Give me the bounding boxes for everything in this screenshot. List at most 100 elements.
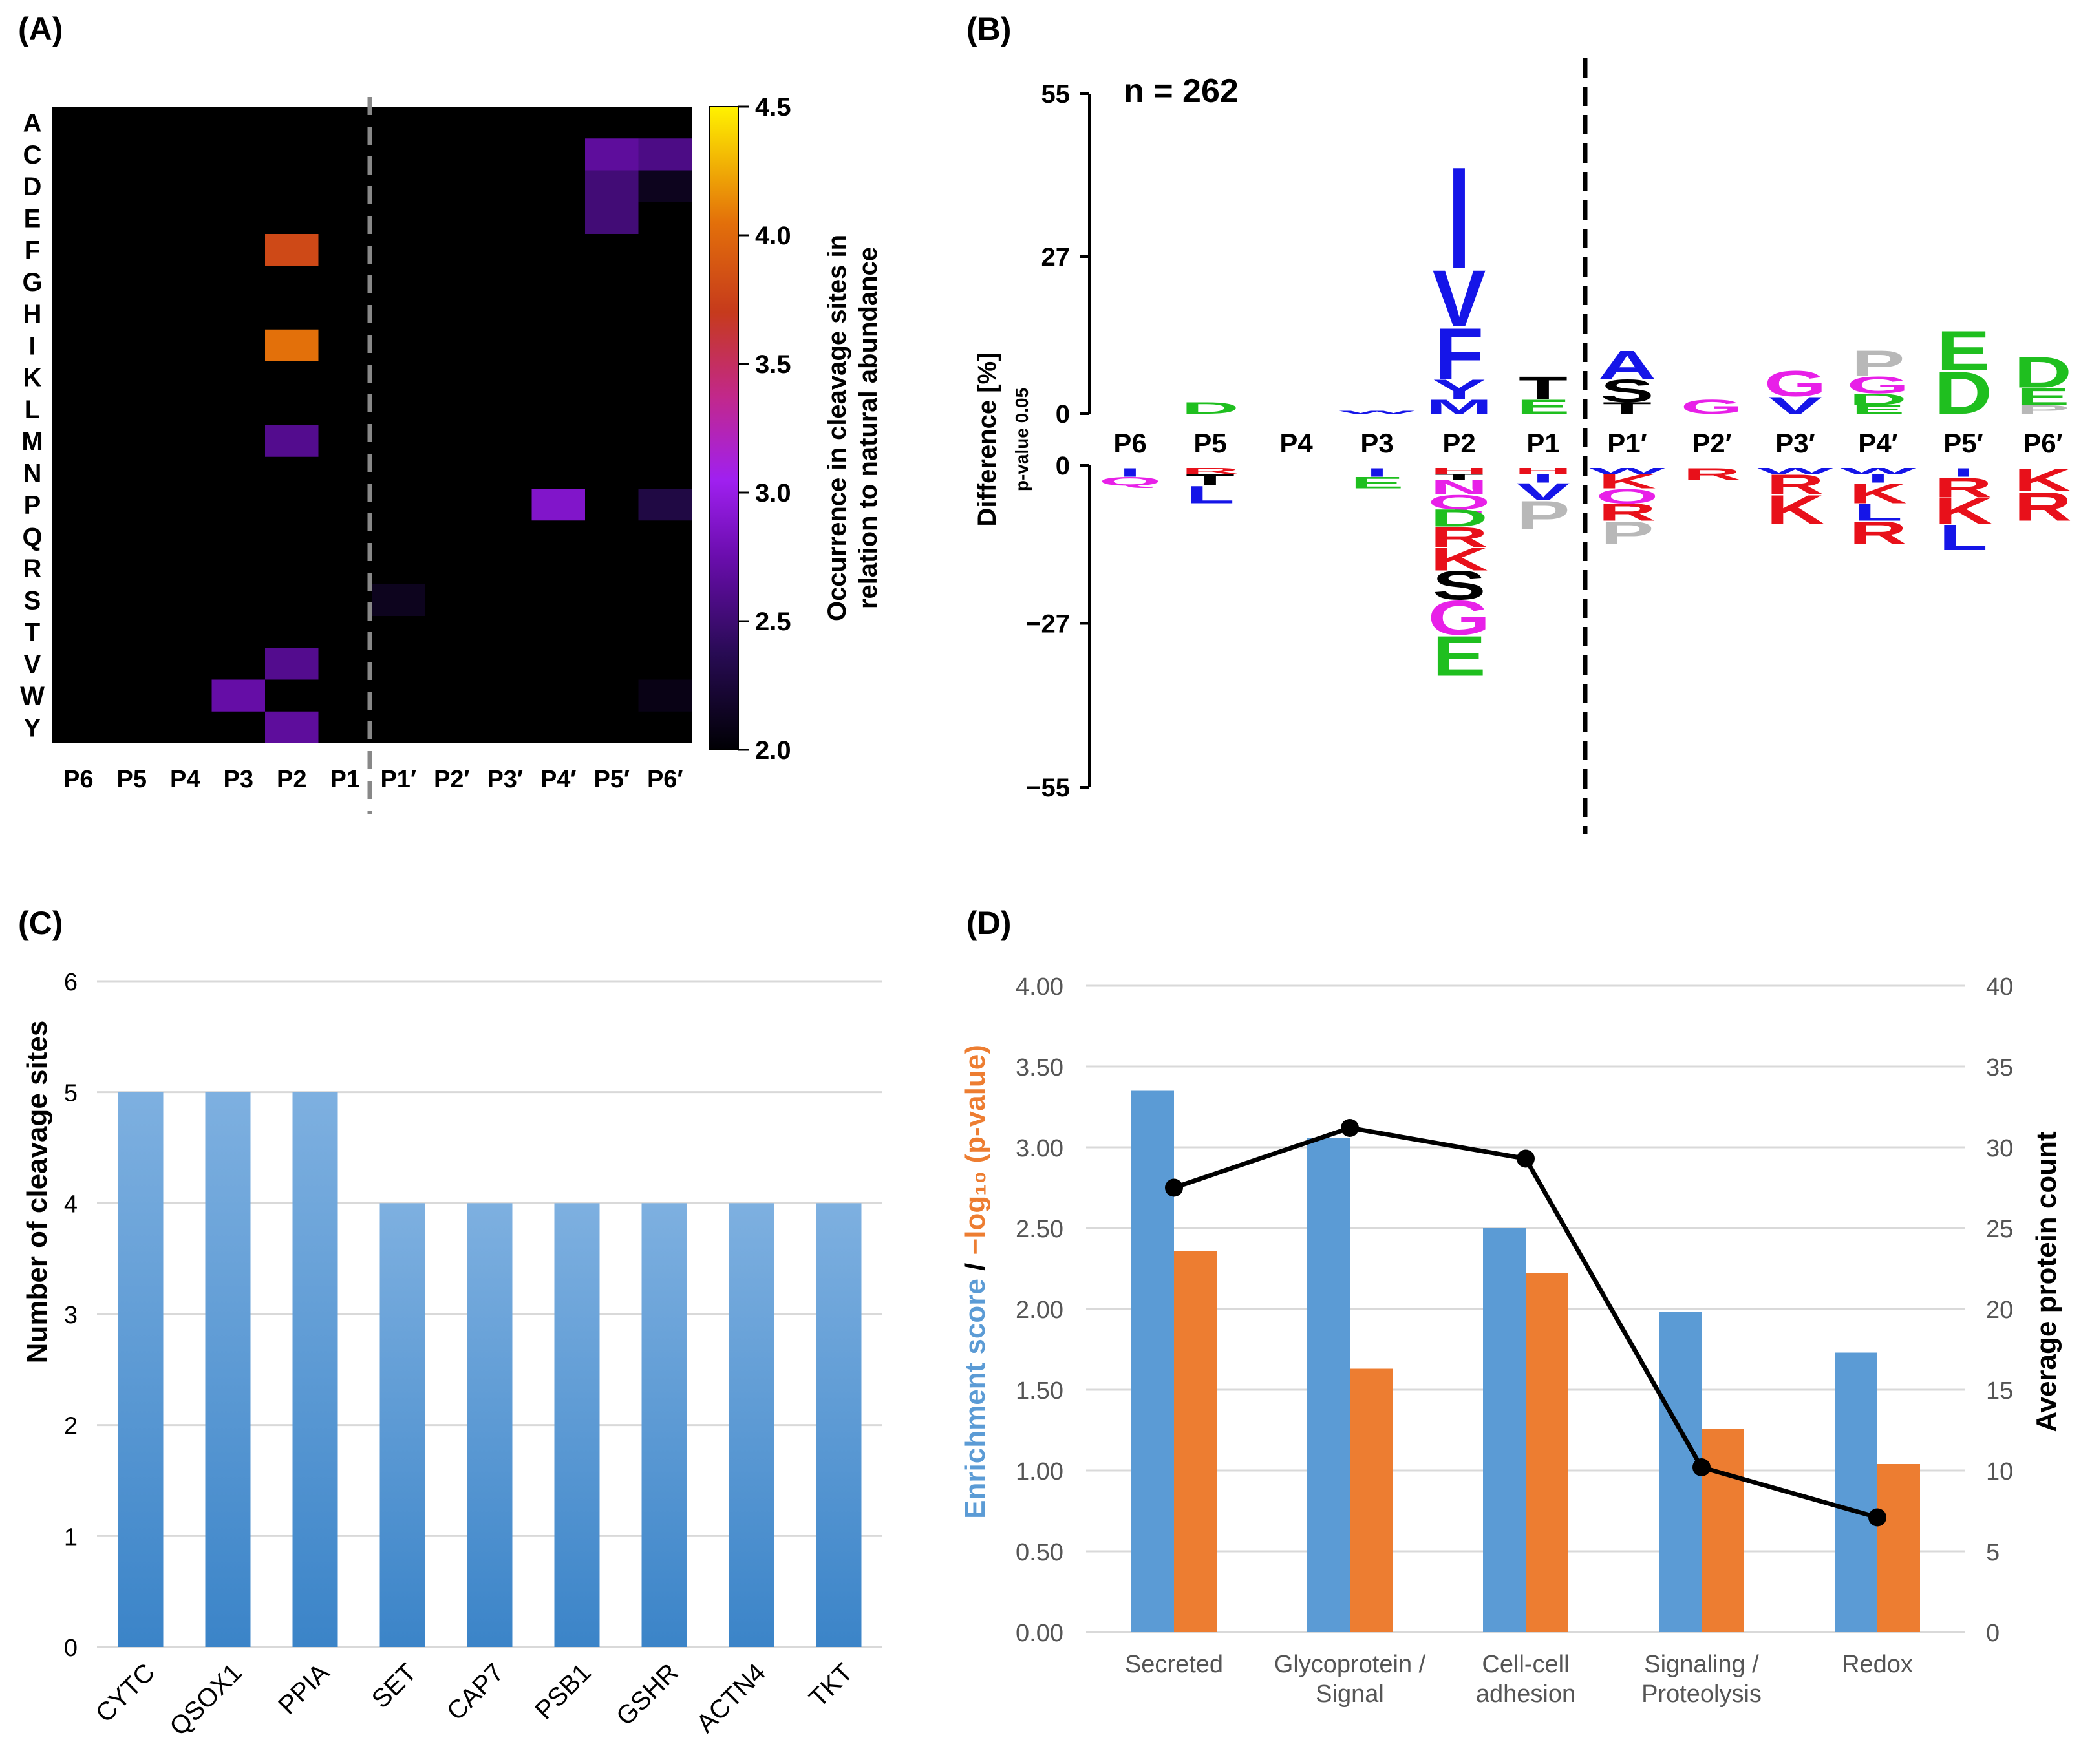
d-ytick-right-label: 5 — [1986, 1539, 2000, 1566]
heatmap-row-label: G — [22, 268, 42, 297]
logo-letter: L — [1939, 517, 1988, 558]
heatmap-row-label: N — [23, 459, 42, 487]
logo-position-label: P3′ — [1775, 428, 1815, 458]
d-ytick-right-label: 20 — [1986, 1297, 2013, 1324]
d-ytick-left-label: 3.00 — [1016, 1135, 1063, 1162]
c-x-label: PSB1 — [529, 1658, 596, 1725]
d-x-label: Signal — [1316, 1681, 1384, 1708]
heatmap-cell — [211, 679, 265, 712]
heatmap-row-label: D — [23, 173, 42, 201]
logo-letter: Y — [1433, 374, 1486, 405]
logo-letter: M — [1425, 396, 1492, 418]
c-ytick-label: 5 — [64, 1080, 78, 1107]
colorbar-label-line1: Occurrence in cleavage sites in — [823, 235, 851, 621]
logo-position-label: P3 — [1360, 428, 1393, 458]
logo-letter: E — [1433, 624, 1486, 688]
heatmap-column-label: P4 — [170, 766, 200, 793]
logo-letter: E — [1852, 403, 1905, 416]
heatmap-row-label: I — [28, 332, 36, 360]
c-bar — [816, 1203, 862, 1647]
c-x-label: GSHR — [611, 1658, 684, 1731]
logo-letter: K — [1766, 487, 1824, 532]
d-ytick-left-label: 4.00 — [1016, 973, 1063, 1001]
logo-letter: E — [1937, 319, 1990, 383]
c-bar — [118, 1092, 164, 1647]
logo-letter: D — [1849, 390, 1907, 409]
d-x-labels: Secreted Glycoprotein / Signal Cell-cell adh… — [1125, 1651, 1913, 1708]
logo-n-annotation: n = 262 — [1124, 72, 1239, 110]
logo-letter: D — [1934, 359, 1992, 427]
d-bar-pvalue — [1350, 1368, 1393, 1632]
c-ytick-label: 4 — [64, 1191, 78, 1218]
d-ytick-right-label: 40 — [1986, 973, 2013, 1001]
logo-letter: G — [1428, 591, 1491, 645]
logo-letter: I — [1867, 472, 1890, 485]
logo-ytick-label: −27 — [1026, 610, 1070, 638]
logo-letter: P — [2016, 403, 2070, 416]
logo-ylabel: Difference [%] — [973, 353, 1001, 527]
logo-letter: I — [1448, 136, 1471, 300]
heatmap-row-label: M — [21, 427, 43, 456]
logo-letter: P — [1852, 343, 1905, 383]
heatmap-cell — [265, 648, 319, 680]
logo-letter: E — [2016, 383, 2070, 410]
logo-letter: A — [1598, 342, 1656, 387]
colorbar-ticks: 2.0 2.5 3.0 3.5 4.0 4.5 — [738, 93, 791, 765]
logo-letter: D — [2014, 348, 2072, 398]
logo-letter: F — [1435, 313, 1484, 394]
heatmap-cell — [585, 202, 639, 234]
logo-ytick-label: 27 — [1041, 243, 1071, 271]
logo-position-label: P4′ — [1858, 428, 1897, 458]
d-ytick-left-label: 3.50 — [1016, 1054, 1063, 1081]
d-x-label: Cell-cell — [1482, 1651, 1569, 1678]
heatmap-cell — [638, 138, 692, 171]
d-ytick-right-label: 25 — [1986, 1216, 2013, 1243]
logo-letter: V — [1517, 478, 1570, 505]
c-ytick-label: 3 — [64, 1302, 78, 1329]
heatmap-cell — [585, 138, 639, 171]
logo-position-label: P5′ — [1943, 428, 1983, 458]
logo-letter: L — [1186, 482, 1235, 509]
logo-letter: T — [1603, 399, 1652, 417]
heatmap-cell — [265, 425, 319, 457]
d-ylabel-right: Average protein count — [2031, 1131, 2062, 1432]
logo-letter: N — [1430, 476, 1488, 499]
d-line-point — [1868, 1508, 1886, 1527]
logo-letter: V — [1433, 254, 1486, 344]
d-ytick-left-label: 2.00 — [1016, 1297, 1063, 1324]
c-ytick-label: 6 — [64, 969, 78, 996]
logo-letter: P — [1601, 515, 1654, 551]
d-ytick-left-label: 1.50 — [1016, 1377, 1063, 1405]
logo-letter: Q — [1099, 474, 1162, 488]
logo-letter: D — [1430, 505, 1488, 532]
c-ylabel: Number of cleavage sites — [21, 1021, 53, 1364]
logo-letter: I — [1366, 466, 1389, 480]
c-ytick-label: 2 — [64, 1413, 78, 1440]
logo-letter: Q — [1596, 485, 1659, 507]
logo-letter: I — [1532, 472, 1555, 485]
heatmap-row-label: R — [23, 555, 42, 583]
c-bar — [205, 1092, 251, 1647]
logo-letter: I — [1952, 466, 1975, 480]
heatmap-column-label: P4′ — [540, 766, 577, 793]
heatmap-row-label: Q — [22, 523, 42, 551]
d-ylabel-left-sep: / — [959, 1255, 991, 1279]
d-ylabel-left-part1: Enrichment score — [959, 1279, 991, 1519]
logo-letter: R — [1934, 472, 1992, 504]
heatmap-row-label: Y — [24, 714, 41, 742]
d-ytick-right-label: 10 — [1986, 1458, 2013, 1485]
logo-ytick-label: 0 — [1056, 452, 1070, 480]
logo-letter: R — [1849, 515, 1907, 551]
colorbar-label-line2: relation to natural abundance — [854, 247, 882, 609]
logo-letter: E — [1350, 474, 1404, 492]
d-ytick-left-label: 0.50 — [1016, 1539, 1063, 1566]
heatmap-column-label: P2 — [277, 766, 306, 793]
d-protein-count-line — [1165, 1119, 1886, 1527]
logo-letter: H — [1514, 467, 1572, 476]
heatmap-column-label: P3 — [224, 766, 253, 793]
c-bars — [118, 1092, 862, 1647]
d-x-label: adhesion — [1476, 1681, 1575, 1708]
logo-letter: R — [1181, 467, 1239, 476]
